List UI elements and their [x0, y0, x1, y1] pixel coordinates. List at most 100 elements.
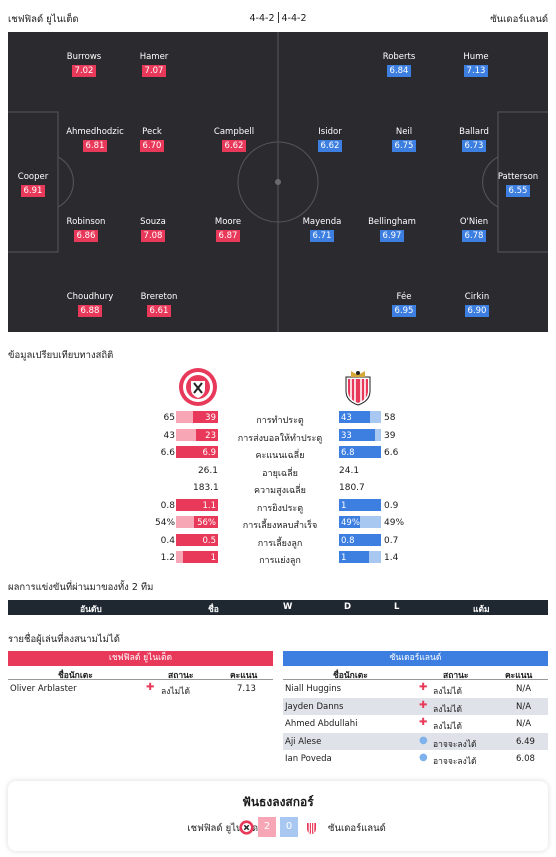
- away-player[interactable]: Mayenda 6.71: [302, 217, 342, 242]
- stat-row-goals: 65 39 การทำประตู 43 58: [155, 410, 405, 428]
- player-rating: 6.81: [82, 140, 108, 152]
- home-player[interactable]: Brereton 6.61: [140, 292, 178, 317]
- player-score: N/A: [516, 719, 532, 729]
- home-formation: 4-4-2: [249, 13, 275, 24]
- home-injury-table: เชฟฟิลด์ ยูไนเต็ด ชื่อนักเตะ สถานะ คะแนน…: [8, 651, 273, 698]
- home-player[interactable]: Robinson 6.86: [66, 217, 106, 242]
- player-score: N/A: [516, 684, 532, 694]
- stat-row-shots: 0.8 1.1 การยิงประตู 1 0.9: [155, 498, 405, 516]
- doubtful-icon: ●: [419, 734, 428, 746]
- away-team-logo: [345, 371, 371, 406]
- player-rating: 6.78: [461, 230, 487, 242]
- away-predicted-score: 0: [280, 817, 298, 837]
- away-injury-table: ซันเดอร์แลนด์ ชื่อนักเตะ สถานะ คะแนน Nia…: [283, 651, 548, 768]
- stat-row-dribbles: 0.4 0.5 การเลี้ยงลูก 0.8 0.7: [155, 533, 405, 551]
- home-player[interactable]: Souza 7.08: [140, 217, 166, 242]
- stat-row-age: 26.1 อายุเฉลี่ย 24.1: [155, 463, 405, 481]
- home-stat-bar: 6.9: [176, 446, 218, 458]
- col-draws: D: [344, 602, 352, 612]
- col-losses: L: [394, 602, 400, 612]
- injury-cross-icon: ✚: [419, 717, 428, 728]
- stat-label: การแย่งลูก: [259, 556, 301, 566]
- home-player[interactable]: Peck 6.70: [112, 127, 192, 152]
- player-name: Jayden Danns: [285, 701, 344, 712]
- player-status: อาจจะลงได้: [433, 739, 477, 750]
- away-stat-bar: 1: [339, 498, 381, 511]
- col-status: สถานะ: [168, 671, 194, 681]
- home-player[interactable]: Moore 6.87: [214, 217, 242, 242]
- match-header: เชฟฟิลด์ ยูไนเต็ด 4-4-2 4-4-2 ซันเดอร์แลน…: [8, 12, 548, 26]
- stat-label: ความสูงเฉลี่ย: [254, 486, 306, 496]
- player-rating: 6.97: [379, 230, 405, 242]
- away-season-value: 58: [384, 413, 396, 423]
- injury-table-header: ชื่อนักเตะ สถานะ คะแนน: [8, 666, 273, 681]
- stat-label: การเลี้ยงหลบสำเร็จ: [242, 521, 318, 531]
- away-team-logo: [307, 823, 316, 835]
- away-injury-team: ซันเดอร์แลนด์: [283, 651, 548, 666]
- injury-cross-icon: ✚: [419, 699, 428, 711]
- formation-divider: [277, 12, 279, 23]
- away-season-value: 39: [384, 430, 396, 441]
- player-rating: 6.61: [146, 305, 172, 317]
- away-player[interactable]: Isidor 6.62: [317, 127, 343, 152]
- player-rating: 6.73: [461, 140, 487, 152]
- doubtful-icon: ●: [419, 752, 428, 763]
- home-season-value: 0.4: [160, 535, 175, 546]
- away-player[interactable]: Fée 6.95: [364, 292, 444, 317]
- away-player[interactable]: Patterson 6.55: [497, 172, 539, 197]
- injury-table-header: ชื่อนักเตะ สถานะ คะแนน: [283, 666, 548, 681]
- home-player[interactable]: Ahmedhodzic 6.81: [66, 127, 124, 152]
- home-season-value: 65: [163, 413, 175, 423]
- home-stat-bar: 0.5: [176, 533, 218, 546]
- col-player: ชื่อนักเตะ: [58, 671, 93, 681]
- away-stat-bar: 6.8: [339, 446, 381, 458]
- away-stat-value: 24.1: [339, 465, 360, 476]
- home-season-value: 43: [163, 430, 175, 441]
- away-player[interactable]: Bellingham 6.97: [368, 217, 416, 242]
- player-score: 7.13: [237, 684, 256, 694]
- prediction-away-team: ซันเดอร์แลนด์: [328, 823, 386, 834]
- col-score: คะแนน: [505, 671, 533, 681]
- col-player: ชื่อนักเตะ: [333, 671, 368, 681]
- player-rating: 6.90: [464, 305, 490, 317]
- player-rating: 6.95: [391, 305, 417, 317]
- player-rating: 6.86: [73, 230, 99, 242]
- away-player[interactable]: O'Nien 6.78: [459, 217, 489, 242]
- prediction-home-team: เชฟฟิลด์ ยูไนเต็ด: [187, 823, 258, 834]
- away-player[interactable]: Hume 7.13: [463, 52, 489, 77]
- injury-row: Jayden Danns ✚ ลงไม่ได้ N/A: [283, 697, 548, 715]
- stat-label: อายุเฉลี่ย: [262, 468, 298, 479]
- home-player[interactable]: Campbell 6.62: [213, 127, 255, 152]
- player-rating: 7.02: [71, 65, 97, 77]
- player-rating: 6.55: [505, 185, 531, 197]
- away-player[interactable]: Roberts 6.84: [382, 52, 416, 77]
- home-player[interactable]: Choudhury 6.88: [66, 292, 114, 317]
- player-score: 6.49: [516, 736, 535, 747]
- h2h-table-header: อันดับ ชื่อ W D L แต้ม: [8, 600, 548, 615]
- away-player[interactable]: Ballard 6.73: [459, 127, 489, 152]
- home-injury-team: เชฟฟิลด์ ยูไนเต็ด: [8, 651, 273, 666]
- away-player[interactable]: Cirkin 6.90: [464, 292, 490, 317]
- away-stat-bar: 1: [339, 551, 381, 563]
- col-points: แต้ม: [473, 605, 490, 615]
- lineup-pitch: Burrows 7.02 Hamer 7.07 Ahmedhodzic 6.81 Pe…: [8, 32, 548, 332]
- player-rating: 6.71: [309, 230, 335, 242]
- player-name: Niall Huggins: [285, 684, 342, 694]
- prediction-title: ฟันธงลงสกอร์: [242, 795, 314, 809]
- injury-row: Ahmed Abdullahi ✚ ลงไม่ได้ N/A: [283, 715, 548, 733]
- away-stat-bar: 49%: [339, 516, 381, 528]
- injury-row: Ian Poveda ● อาจจะลงได้ 6.08: [283, 750, 548, 768]
- home-player[interactable]: Hamer 7.07: [139, 52, 169, 77]
- away-player[interactable]: Neil 6.75: [364, 127, 444, 152]
- player-rating: 6.70: [139, 140, 165, 152]
- away-season-value: 49%: [384, 518, 405, 528]
- home-player[interactable]: Cooper 6.91: [17, 172, 49, 197]
- home-season-value: 6.6: [160, 448, 175, 458]
- home-team-logo: [239, 820, 254, 835]
- away-season-value: 0.7: [384, 535, 399, 546]
- home-stat-value: 183.1: [193, 483, 219, 493]
- home-player[interactable]: Burrows 7.02: [66, 52, 102, 77]
- home-season-value: 0.8: [160, 500, 175, 511]
- player-rating: 6.91: [20, 185, 46, 197]
- home-team-name: เชฟฟิลด์ ยูไนเต็ด: [8, 14, 79, 25]
